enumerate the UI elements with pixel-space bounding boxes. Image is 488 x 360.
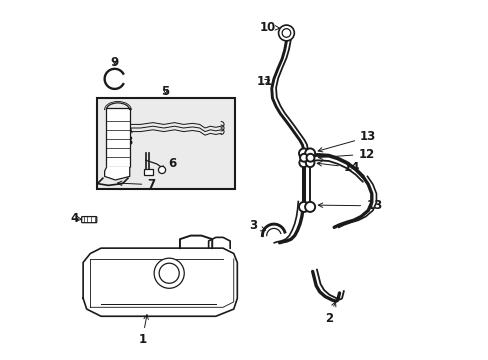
Text: 12: 12 <box>318 148 374 161</box>
Text: 8: 8 <box>123 128 132 148</box>
Circle shape <box>305 202 314 212</box>
Polygon shape <box>104 167 129 180</box>
Circle shape <box>305 158 314 167</box>
Text: 13: 13 <box>318 130 376 152</box>
Circle shape <box>154 258 184 288</box>
Bar <box>144 169 153 175</box>
Circle shape <box>298 202 308 212</box>
Circle shape <box>278 25 294 41</box>
Text: 14: 14 <box>317 161 360 174</box>
Text: 6: 6 <box>160 157 177 170</box>
Bar <box>97 98 234 189</box>
Circle shape <box>298 148 308 158</box>
Polygon shape <box>83 248 237 316</box>
Text: 1: 1 <box>138 315 148 346</box>
Circle shape <box>158 166 165 174</box>
Text: 5: 5 <box>161 85 169 98</box>
Text: 13: 13 <box>318 199 382 212</box>
Circle shape <box>300 154 307 162</box>
Circle shape <box>305 148 314 158</box>
Text: 7: 7 <box>117 178 155 191</box>
Text: 10: 10 <box>259 21 279 34</box>
FancyBboxPatch shape <box>81 217 97 223</box>
Circle shape <box>159 263 179 283</box>
Text: 3: 3 <box>249 219 265 232</box>
Text: 9: 9 <box>110 56 119 69</box>
Text: 2: 2 <box>324 302 335 325</box>
Text: 4: 4 <box>70 212 81 225</box>
Circle shape <box>306 154 314 162</box>
Text: 11: 11 <box>257 75 273 88</box>
Bar <box>106 108 129 167</box>
Circle shape <box>299 158 307 167</box>
Circle shape <box>282 29 290 37</box>
